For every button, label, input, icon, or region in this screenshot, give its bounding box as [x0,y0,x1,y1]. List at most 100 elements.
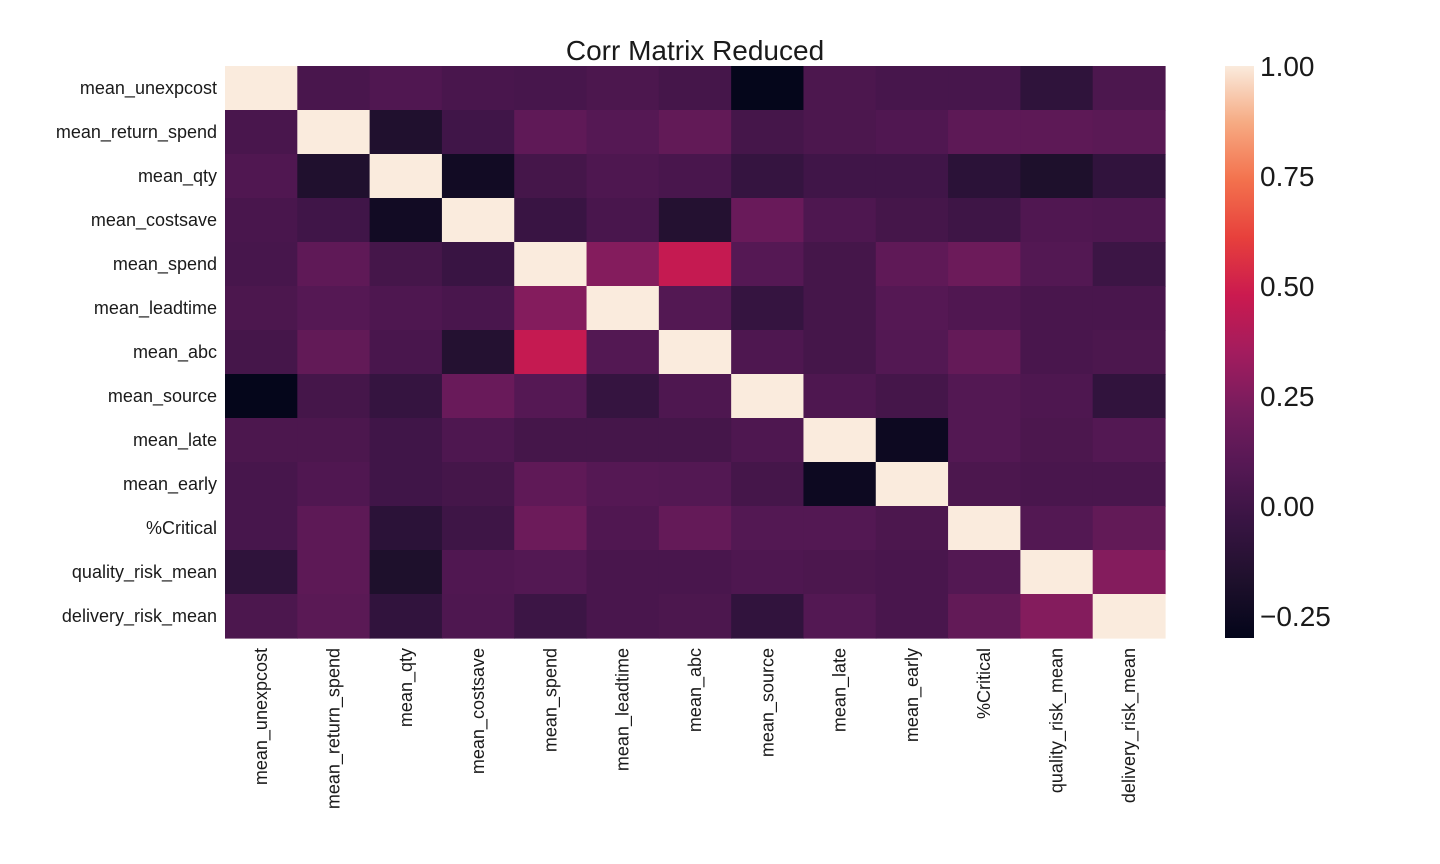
column-label: mean_return_spend [323,648,344,809]
heatmap-cells [225,66,1166,639]
heatmap-cell [731,506,805,551]
colorbar-tick-label: 0.25 [1260,381,1315,412]
heatmap-cell [514,418,588,463]
heatmap-cell [948,506,1021,551]
heatmap-cell [1092,506,1166,551]
heatmap-cell [1092,550,1166,595]
heatmap-cell [803,594,877,639]
heatmap-cell [803,418,877,463]
heatmap-cell [731,242,805,287]
heatmap-cell [875,242,949,287]
colorbar-tick-label: 0.00 [1260,491,1315,522]
heatmap-cell [875,198,949,243]
heatmap-cell [514,594,588,639]
heatmap-cell [1020,462,1094,507]
colorbar-gradient [1225,66,1254,638]
heatmap-cell [225,418,298,463]
heatmap-cell [1092,110,1166,155]
heatmap-cell [225,594,298,639]
heatmap-cell [658,198,732,243]
colorbar: 1.00 0.75 0.50 0.25 0.00 −0.25 [1225,51,1331,638]
row-label: mean_spend [113,254,217,275]
heatmap-cell [441,506,515,551]
heatmap-cell [586,198,660,243]
heatmap-cell [1020,374,1094,419]
heatmap-cell [441,66,515,111]
column-labels: mean_unexpcost mean_return_spend mean_qty m… [251,648,1140,809]
heatmap-cell [297,418,371,463]
heatmap-cell [369,330,443,375]
heatmap-cell [586,550,660,595]
heatmap-cell [297,198,371,243]
column-label: mean_spend [540,648,561,752]
heatmap-cell [1092,66,1166,111]
heatmap-cell [658,506,732,551]
heatmap-cell [586,66,660,111]
heatmap-cell [731,418,805,463]
heatmap-cell [731,550,805,595]
heatmap-cell [1020,198,1094,243]
row-label: mean_unexpcost [80,78,217,99]
heatmap-cell [658,242,732,287]
heatmap-cell [803,66,877,111]
column-label: mean_unexpcost [251,648,272,785]
heatmap-cell [297,110,371,155]
heatmap-cell [803,286,877,331]
heatmap-cell [369,462,443,507]
heatmap-cell [875,330,949,375]
heatmap-cell [948,242,1021,287]
row-label: mean_abc [133,342,217,363]
heatmap-cell [1020,550,1094,595]
heatmap-cell [369,506,443,551]
row-label: delivery_risk_mean [62,606,217,627]
heatmap-cell [948,66,1021,111]
heatmap-cell [297,66,371,111]
row-label: quality_risk_mean [72,562,217,583]
heatmap-cell [948,374,1021,419]
heatmap-cell [586,462,660,507]
heatmap-cell [1020,286,1094,331]
heatmap-cell [658,154,732,199]
heatmap-cell [297,506,371,551]
heatmap-cell [586,418,660,463]
heatmap-cell [1092,242,1166,287]
heatmap-cell [514,550,588,595]
heatmap-cell [441,330,515,375]
heatmap-cell [514,198,588,243]
heatmap-cell [514,66,588,111]
heatmap-cell [875,286,949,331]
heatmap-cell [441,242,515,287]
row-label: mean_costsave [91,210,217,231]
heatmap-cell [948,198,1021,243]
heatmap-cell [297,286,371,331]
chart-title: Corr Matrix Reduced [566,35,824,66]
heatmap-cell [441,286,515,331]
heatmap-cell [948,154,1021,199]
heatmap-cell [948,330,1021,375]
row-label: mean_late [133,430,217,451]
column-label: %Critical [974,648,994,719]
heatmap-cell [875,594,949,639]
heatmap-cell [514,286,588,331]
heatmap-cell [225,66,298,111]
heatmap-cell [514,242,588,287]
heatmap-cell [1020,110,1094,155]
heatmap-cell [731,198,805,243]
heatmap-cell [875,110,949,155]
heatmap-cell [441,594,515,639]
heatmap-cell [297,462,371,507]
heatmap-cell [658,286,732,331]
heatmap-cell [948,418,1021,463]
row-label: mean_qty [138,166,217,187]
row-label: %Critical [146,518,217,538]
heatmap-cell [1092,198,1166,243]
row-label: mean_source [108,386,217,407]
heatmap-cell [441,418,515,463]
heatmap-cell [1092,374,1166,419]
heatmap-cell [803,242,877,287]
column-label: mean_qty [396,648,417,727]
heatmap-cell [658,66,732,111]
heatmap-cell [441,374,515,419]
heatmap-cell [803,374,877,419]
heatmap-cell [658,550,732,595]
